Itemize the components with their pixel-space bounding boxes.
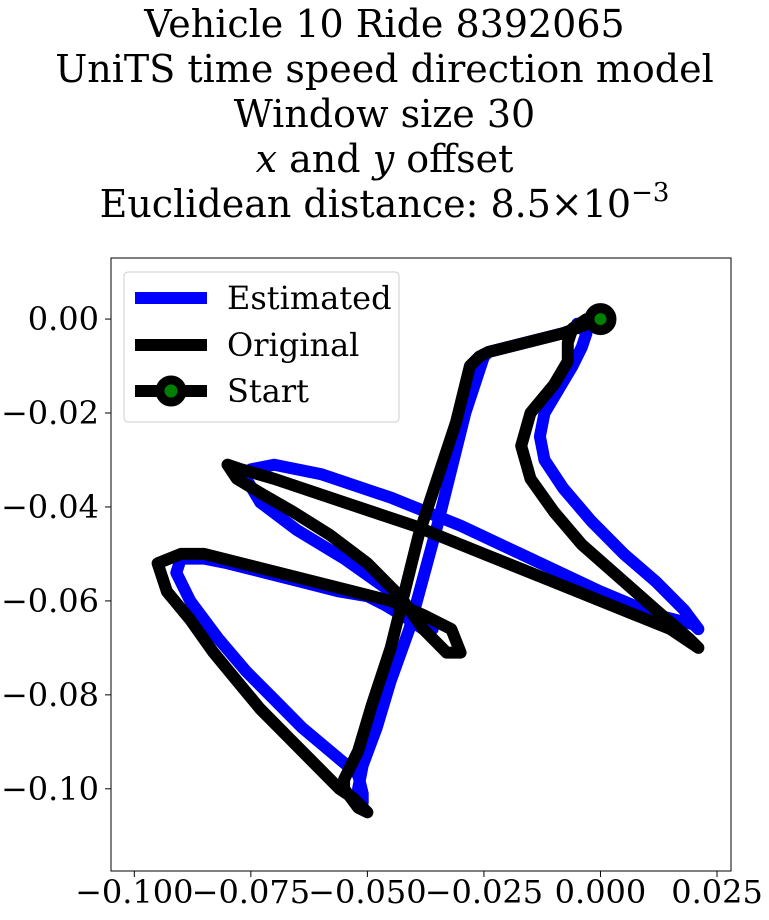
- title-var-x: x: [255, 137, 278, 181]
- x-tick-label: −0.075: [192, 873, 310, 911]
- title-distance: Euclidean distance: 8.5×10: [99, 182, 632, 226]
- title-line-4: x and y offset: [0, 137, 769, 182]
- legend-label-original: Original: [227, 326, 359, 364]
- legend-label-start: Start: [227, 372, 309, 410]
- y-axis: 0.00 −0.02 −0.04 −0.06 −0.08 −0.10: [1, 300, 111, 808]
- x-tick-label: −0.100: [75, 873, 193, 911]
- y-tick-label: −0.10: [1, 770, 99, 808]
- title-offset: offset: [394, 137, 514, 181]
- title-line-3: Window size 30: [233, 92, 536, 136]
- legend: Estimated Original Start: [123, 271, 400, 423]
- marker-layer: [584, 303, 617, 336]
- x-tick-label: 0.025: [671, 873, 763, 911]
- y-tick-label: 0.00: [28, 300, 99, 338]
- x-tick-label: −0.050: [308, 873, 426, 911]
- x-tick-label: −0.025: [425, 873, 543, 911]
- chart-title: Vehicle 10 Ride 8392065 UniTS time speed…: [0, 2, 769, 227]
- title-line-1: Vehicle 10 Ride 8392065: [144, 2, 625, 46]
- y-tick-label: −0.08: [1, 676, 99, 714]
- x-tick-label: 0.000: [555, 873, 647, 911]
- y-tick-label: −0.06: [1, 582, 99, 620]
- series-layer: [151, 313, 705, 819]
- title-exponent: −3: [631, 178, 670, 208]
- plot-frame: [110, 257, 732, 872]
- legend-label-estimated: Estimated: [227, 279, 392, 317]
- y-tick-label: −0.04: [1, 488, 99, 526]
- title-var-y: y: [372, 137, 395, 181]
- start-marker: [584, 303, 617, 336]
- title-line-5: Euclidean distance: 8.5×10−3: [0, 180, 769, 227]
- title-and: and: [277, 137, 373, 181]
- series-line-original: [151, 313, 705, 819]
- y-tick-label: −0.02: [1, 394, 99, 432]
- legend-start-marker: [155, 375, 187, 407]
- legend-frame: [123, 271, 400, 423]
- x-axis: −0.100−0.075−0.050−0.025 0.000 0.025: [75, 871, 763, 911]
- title-line-2: UniTS time speed direction model: [55, 47, 714, 91]
